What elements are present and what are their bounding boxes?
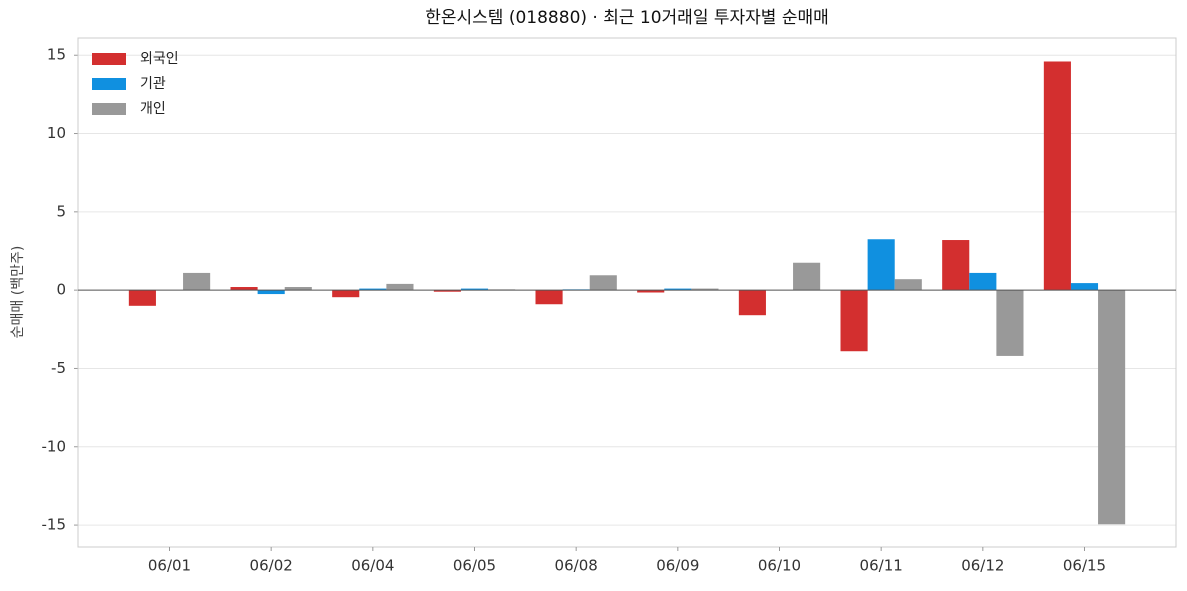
y-tick-label: -15 bbox=[42, 516, 67, 534]
bar bbox=[386, 283, 414, 291]
bar bbox=[535, 290, 563, 305]
bar bbox=[589, 275, 617, 291]
x-tick-label: 06/08 bbox=[555, 557, 598, 575]
x-tick-label: 06/05 bbox=[453, 557, 496, 575]
x-tick-label: 06/04 bbox=[351, 557, 394, 575]
x-tick-label: 06/12 bbox=[961, 557, 1004, 575]
plot-frame bbox=[77, 37, 1177, 548]
bar bbox=[691, 288, 719, 291]
bar bbox=[183, 272, 211, 291]
bar bbox=[969, 272, 997, 291]
y-tick-label: 15 bbox=[47, 46, 66, 64]
y-tick-label: 0 bbox=[56, 281, 66, 299]
x-tick-label: 06/11 bbox=[860, 557, 903, 575]
bar bbox=[433, 290, 461, 292]
bar bbox=[793, 262, 821, 291]
legend-label: 기관 bbox=[140, 76, 166, 92]
x-tick-label: 06/15 bbox=[1063, 557, 1106, 575]
y-tick-label: 5 bbox=[56, 202, 66, 220]
bar bbox=[840, 290, 868, 352]
bar bbox=[460, 288, 489, 291]
bar bbox=[257, 290, 285, 295]
chart-title: 한온시스템 (018880) · 최근 10거래일 투자자별 순매매 bbox=[425, 8, 829, 28]
bar bbox=[1043, 61, 1071, 291]
bar bbox=[332, 290, 360, 298]
bar bbox=[128, 290, 156, 306]
bar bbox=[637, 290, 665, 293]
legend-swatch bbox=[92, 78, 126, 90]
bar bbox=[664, 288, 692, 291]
bar bbox=[230, 287, 258, 291]
bar bbox=[359, 288, 387, 291]
y-axis-label: 순매매 (백만주) bbox=[10, 246, 26, 339]
legend-label: 외국인 bbox=[140, 51, 179, 67]
bar bbox=[738, 290, 766, 316]
legend-label: 개인 bbox=[140, 101, 166, 117]
x-tick-label: 06/02 bbox=[250, 557, 293, 575]
bar bbox=[867, 239, 895, 291]
y-tick-label: 10 bbox=[47, 124, 66, 142]
bar bbox=[996, 290, 1024, 356]
x-tick-label: 06/01 bbox=[148, 557, 191, 575]
y-tick-label: -10 bbox=[42, 437, 67, 455]
bar bbox=[1098, 290, 1126, 525]
legend-swatch bbox=[92, 53, 126, 65]
bar bbox=[942, 240, 970, 291]
legend-swatch bbox=[92, 103, 126, 115]
y-tick-label: -5 bbox=[51, 359, 66, 377]
bar bbox=[1070, 283, 1099, 291]
x-tick-label: 06/09 bbox=[656, 557, 699, 575]
bar bbox=[284, 287, 312, 291]
bar bbox=[894, 279, 922, 291]
x-tick-label: 06/10 bbox=[758, 557, 801, 575]
